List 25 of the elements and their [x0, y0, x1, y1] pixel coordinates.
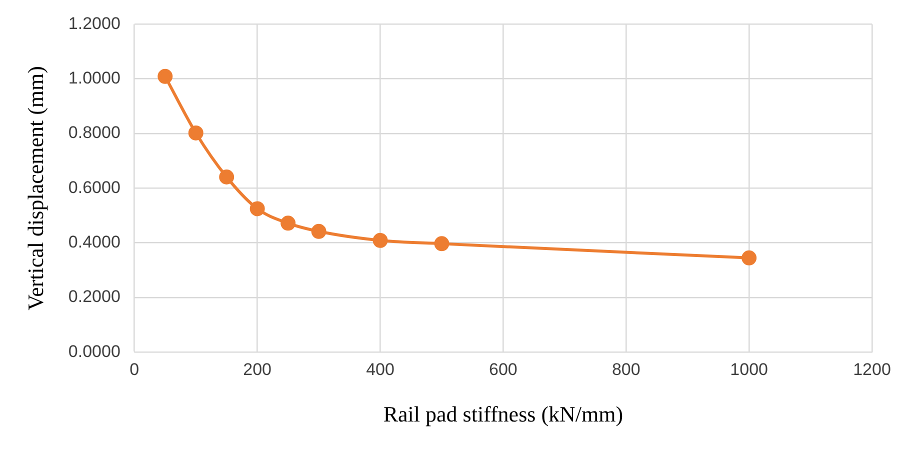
y-tick-label: 1.0000: [68, 68, 120, 88]
y-tick-label: 0.8000: [68, 123, 120, 142]
x-tick-label: 600: [489, 360, 518, 380]
x-tick-label: 0: [130, 360, 140, 380]
y-tick-label: 0.6000: [68, 178, 120, 197]
point: [250, 201, 265, 216]
point: [219, 169, 234, 184]
point: [280, 216, 296, 231]
x-axis-title: Rail pad stiffness (kN/mm): [383, 402, 624, 427]
point: [742, 250, 757, 266]
point: [434, 236, 450, 252]
x-tick-label: 800: [612, 360, 640, 380]
x-tick-label: 1200: [853, 360, 891, 380]
point: [158, 68, 173, 84]
x-tick-label: 1000: [730, 360, 768, 380]
y-tick-label: 0.0000: [68, 342, 120, 361]
point: [311, 224, 326, 239]
point: [188, 125, 204, 140]
y-tick-label: 0.4000: [68, 232, 120, 252]
y-tick-label: 0.2000: [68, 287, 120, 306]
y-axis-title: Vertical displacement (mm): [22, 66, 48, 310]
x-tick-label: 400: [366, 360, 394, 380]
y-tick-label: 1.2000: [68, 14, 120, 33]
point: [372, 232, 388, 248]
x-tick-label: 200: [243, 360, 272, 380]
